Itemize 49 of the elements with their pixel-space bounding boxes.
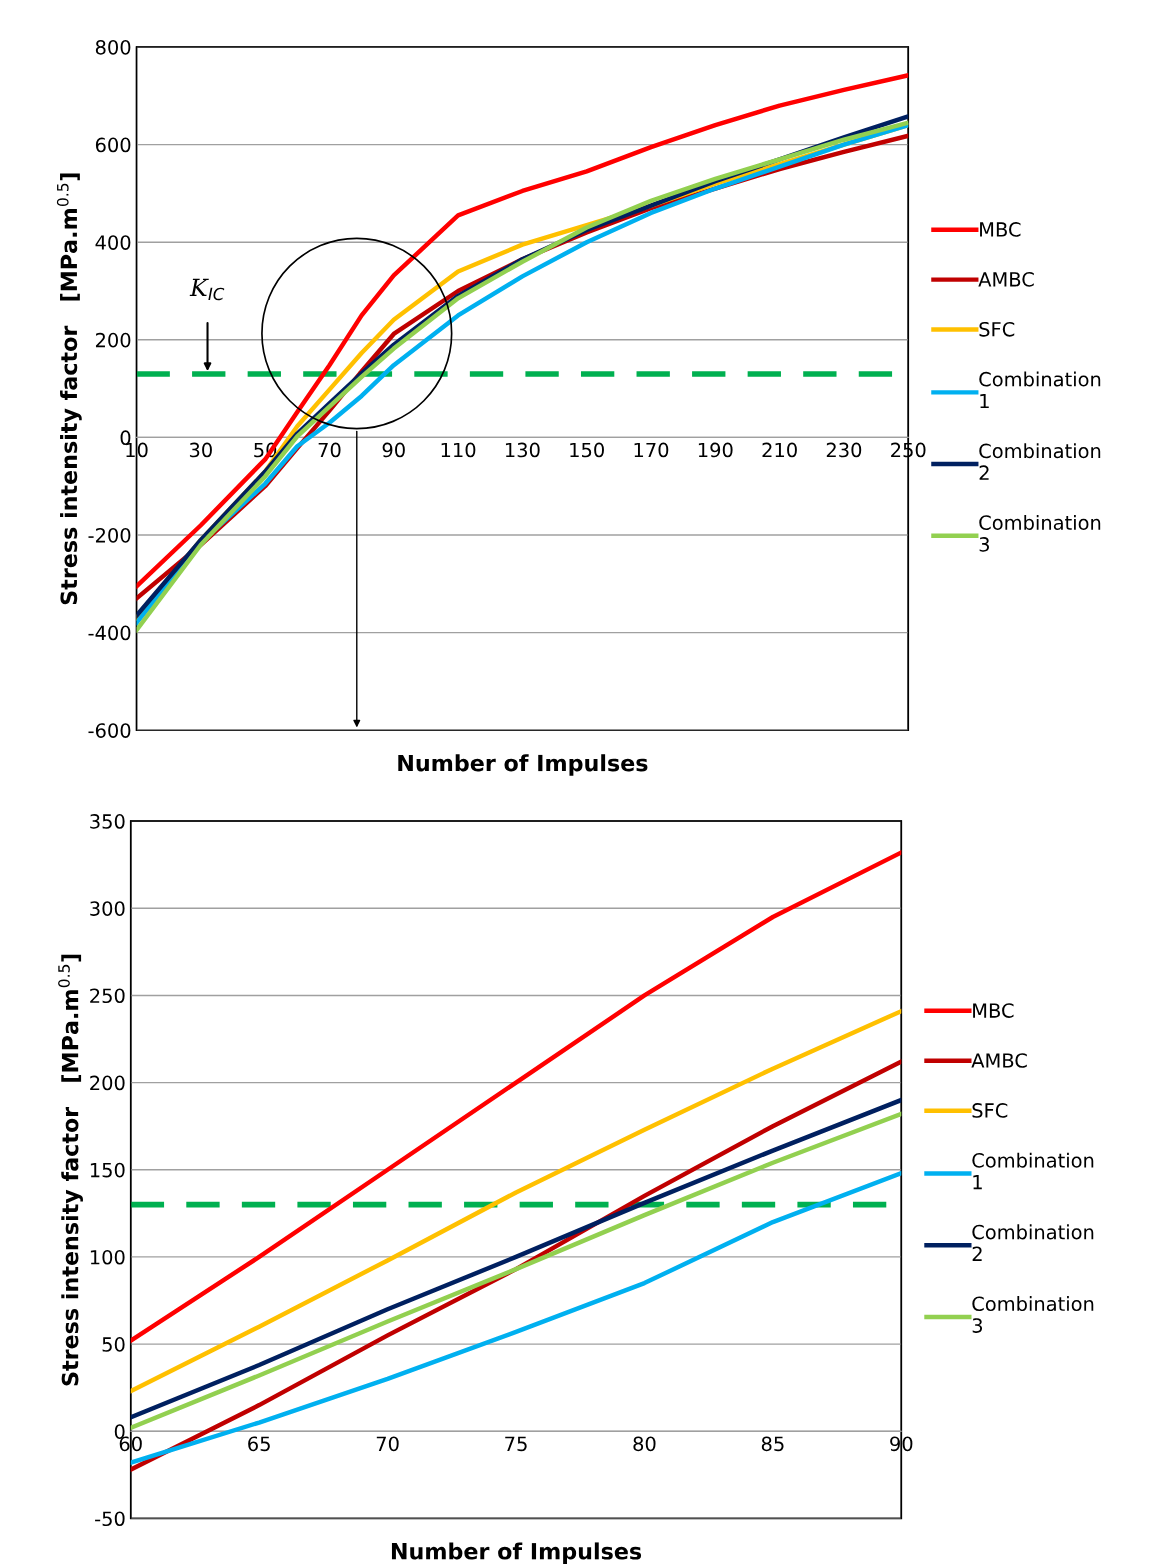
- x-tick-label: 150: [570, 442, 604, 458]
- x-tick-label: 110: [441, 442, 476, 458]
- x-tick-label: 80: [633, 1436, 656, 1452]
- legend-label: Combination 3: [972, 1296, 1094, 1333]
- y-tick-label: 100: [90, 1249, 125, 1265]
- y-tick-label: -600: [88, 723, 131, 738]
- legend-label: SFC: [972, 1103, 1008, 1118]
- y-tick-label: 200: [95, 332, 131, 348]
- y-tick-label: -400: [88, 625, 131, 641]
- y-tick-label: 400: [95, 235, 131, 250]
- x-tick-label: 65: [248, 1436, 270, 1452]
- legend-label: AMBC: [978, 272, 1034, 287]
- y-axis-title: Stress intensity factor [MPa.m$^{0.5}$]: [56, 173, 82, 605]
- y-tick-label: -50: [95, 1511, 125, 1527]
- line-series: [130, 850, 902, 1343]
- y-tick-label: 300: [90, 901, 125, 916]
- y-tick-label: 50: [102, 1337, 125, 1352]
- x-tick-label: 170: [634, 442, 669, 458]
- legend-label: Combination 1: [972, 1152, 1094, 1190]
- legend-label: Combination 2: [972, 1224, 1094, 1261]
- y-tick-label: 350: [90, 814, 125, 829]
- annotation: K$_{IC}$: [189, 278, 225, 301]
- legend-label: AMBC: [971, 1053, 1027, 1068]
- y-tick-label: 150: [90, 1162, 125, 1178]
- x-tick-label: 30: [189, 442, 212, 458]
- x-tick-label: 210: [762, 442, 797, 458]
- y-tick-label: 250: [90, 988, 125, 1004]
- x-tick-label: 70: [376, 1436, 399, 1452]
- y-tick-label: 600: [95, 137, 131, 153]
- y-tick-label: -200: [88, 527, 131, 543]
- legend-label: Combination 3: [979, 514, 1101, 552]
- y-tick-label: 200: [90, 1075, 125, 1091]
- x-tick-label: 190: [698, 442, 733, 458]
- y-axis-title: Stress intensity factor [MPa.m$^{0.5}$]: [58, 954, 83, 1386]
- x-tick-label: 230: [826, 442, 862, 458]
- legend-label: Combination 2: [979, 443, 1101, 480]
- x-tick-label: 130: [505, 442, 540, 458]
- x-tick-label: 75: [505, 1436, 527, 1452]
- x-axis-title: Number of Impulses: [398, 754, 648, 776]
- x-tick-label: 90: [382, 442, 405, 458]
- x-tick-label: 70: [318, 442, 341, 458]
- legend-label: MBC: [973, 1003, 1014, 1018]
- x-axis-title: Number of Impulses: [391, 1542, 642, 1564]
- x-tick-label: 85: [761, 1436, 784, 1452]
- legend-label: MBC: [980, 222, 1021, 237]
- y-tick-label: 800: [95, 39, 131, 55]
- legend-label: SFC: [979, 321, 1015, 337]
- line-series: [130, 1008, 902, 1394]
- legend-label: Combination 1: [979, 371, 1101, 409]
